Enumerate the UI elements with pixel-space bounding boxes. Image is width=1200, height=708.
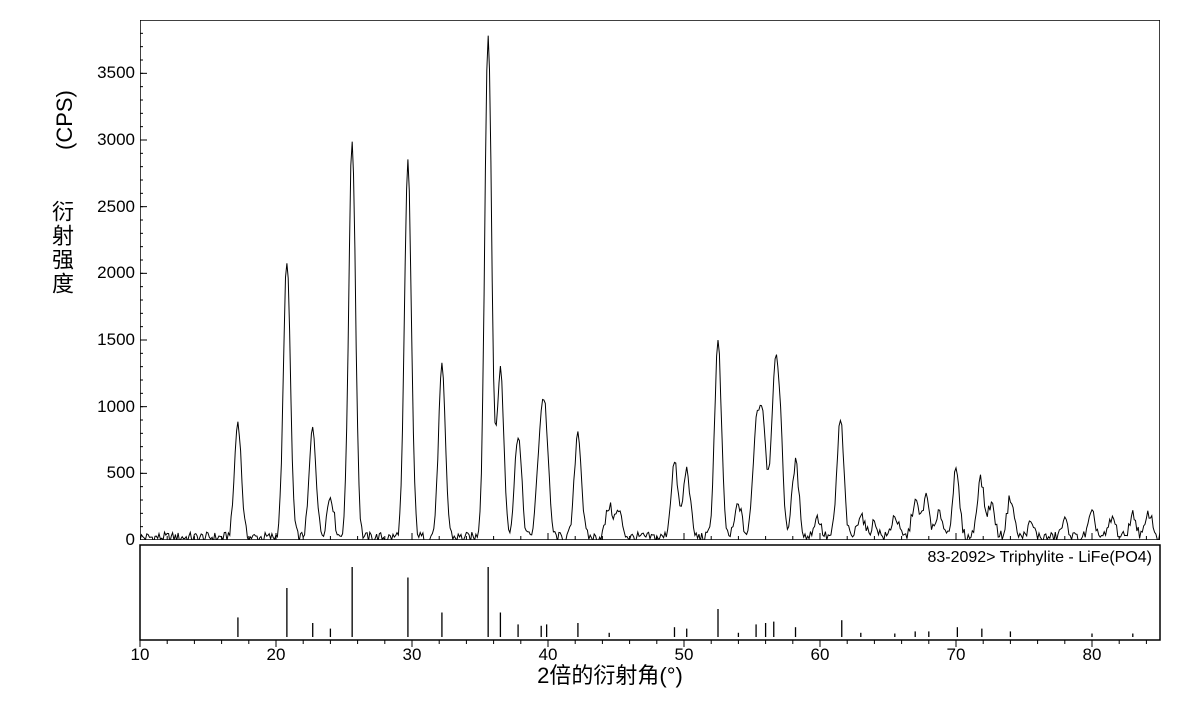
x-tick-label: 10 (131, 645, 150, 665)
xrd-chart: (CPS) 衍射强度 83-2092> Triphylite - LiFe(PO… (50, 20, 1170, 690)
y-tick-label: 500 (75, 463, 135, 483)
reference-plot: 83-2092> Triphylite - LiFe(PO4) (140, 545, 1160, 640)
x-tick-label: 70 (947, 645, 966, 665)
x-tick-label: 20 (267, 645, 286, 665)
x-tick-label: 80 (1083, 645, 1102, 665)
main-plot (140, 20, 1160, 540)
y-axis-label: 衍射强度 (50, 200, 72, 296)
reference-label: 83-2092> Triphylite - LiFe(PO4) (927, 549, 1152, 567)
y-tick-label: 1000 (75, 397, 135, 417)
y-tick-label: 3000 (75, 130, 135, 150)
x-tick-label: 30 (403, 645, 422, 665)
main-plot-svg (140, 20, 1160, 540)
y-tick-label: 0 (75, 530, 135, 550)
y-tick-label: 3500 (75, 63, 135, 83)
y-tick-label: 1500 (75, 330, 135, 350)
y-tick-label: 2500 (75, 197, 135, 217)
y-tick-label: 2000 (75, 263, 135, 283)
x-tick-label: 60 (811, 645, 830, 665)
x-axis-label: 2倍的衍射角(°) (537, 658, 683, 690)
